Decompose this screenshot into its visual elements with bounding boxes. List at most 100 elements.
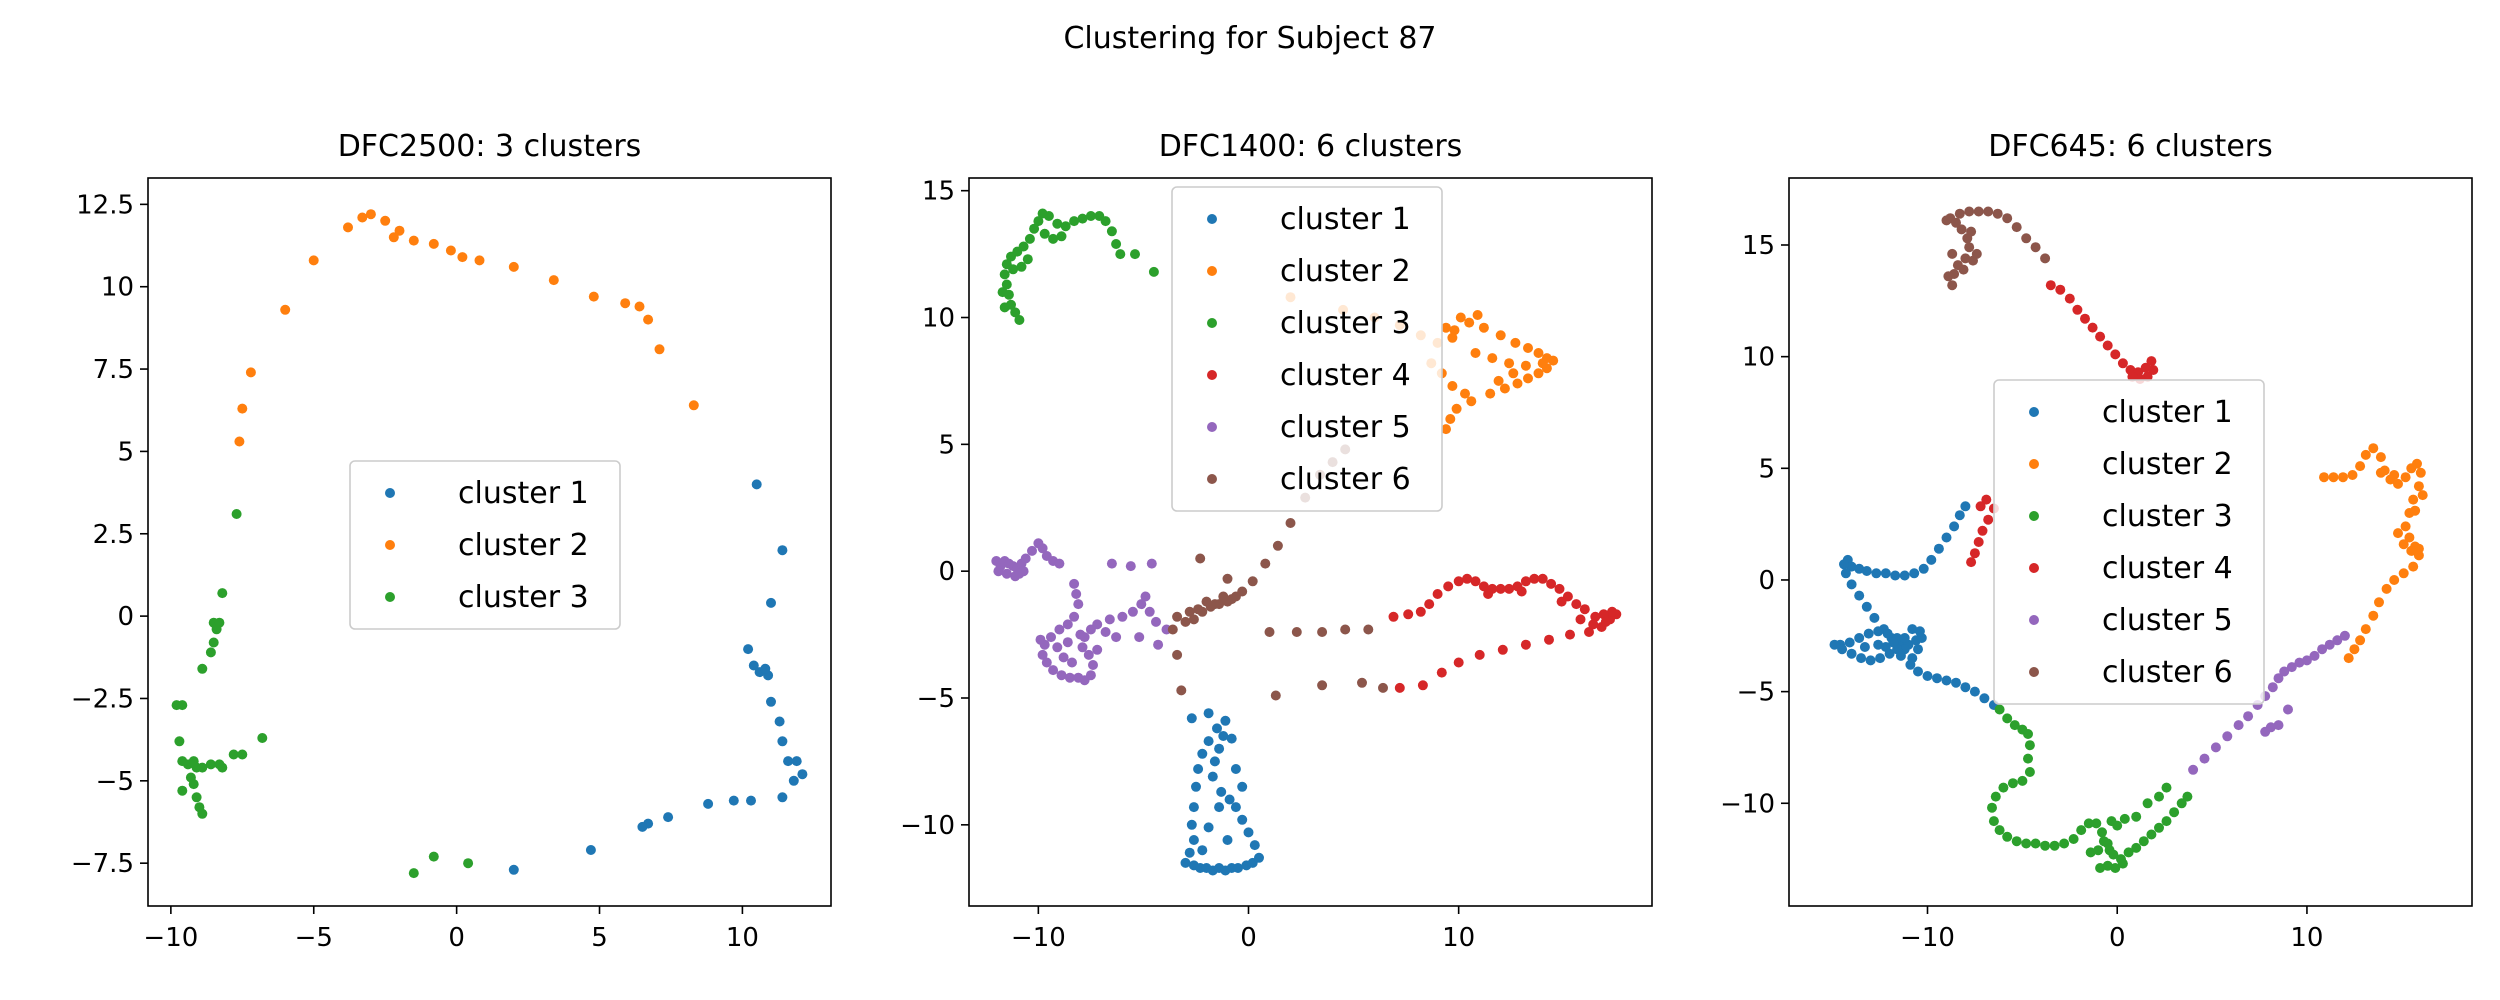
y-tick-label: 5 — [117, 437, 134, 467]
data-point — [1148, 266, 1159, 277]
data-point — [1197, 748, 1208, 759]
data-point — [1100, 216, 1111, 227]
data-point — [2009, 720, 2020, 731]
data-point — [1052, 642, 1063, 653]
data-point — [2117, 858, 2128, 869]
data-point — [777, 736, 788, 747]
data-point — [1230, 764, 1241, 774]
data-point — [1520, 639, 1531, 650]
data-point — [1607, 606, 1618, 617]
legend-marker — [2029, 459, 2039, 469]
y-tick-label: −5 — [96, 767, 134, 797]
data-point — [2199, 753, 2210, 764]
data-point — [2123, 847, 2134, 858]
data-point — [2286, 662, 2297, 673]
data-point — [177, 700, 188, 711]
data-point — [1977, 525, 1988, 536]
data-point — [1317, 627, 1328, 637]
data-point — [1964, 242, 1975, 253]
data-point — [1209, 756, 1220, 767]
data-point — [748, 660, 759, 671]
data-point — [1880, 642, 1891, 652]
y-tick-label: 2.5 — [93, 520, 134, 550]
data-point — [1839, 559, 1849, 570]
data-point — [2273, 720, 2284, 731]
legend-label: cluster 6 — [2102, 655, 2233, 690]
data-point — [1226, 594, 1237, 605]
legend-marker — [1207, 474, 1217, 484]
data-point — [1544, 634, 1554, 645]
legend-label: cluster 1 — [2102, 395, 2233, 430]
y-tick-label: 10 — [922, 304, 955, 334]
data-point — [1035, 634, 1046, 645]
data-point — [2154, 791, 2164, 802]
data-point — [1918, 563, 1929, 574]
data-point — [1014, 568, 1025, 579]
data-point — [1579, 604, 1590, 615]
data-point — [2169, 807, 2180, 818]
data-point — [1981, 494, 1992, 505]
data-points — [1829, 206, 2428, 873]
data-point — [1453, 576, 1464, 587]
data-point — [1067, 657, 1077, 668]
data-point — [2417, 490, 2428, 501]
data-point — [1598, 609, 1609, 620]
y-tick-label: 7.5 — [93, 355, 134, 385]
data-point — [2098, 836, 2109, 847]
data-point — [1483, 589, 1494, 599]
data-point — [2021, 838, 2032, 849]
data-point — [1224, 794, 1235, 805]
data-point — [1167, 624, 1178, 635]
data-point — [1508, 368, 1519, 379]
data-point — [1214, 802, 1225, 813]
data-point — [2119, 813, 2130, 824]
data-point — [1085, 211, 1096, 221]
data-point — [2360, 624, 2371, 635]
data-point — [663, 812, 674, 823]
data-point — [1960, 253, 1971, 264]
data-point — [217, 588, 228, 599]
y-tick-label: 0 — [1758, 566, 1775, 596]
y-tick-label: 10 — [101, 273, 134, 303]
data-point — [1209, 599, 1220, 610]
data-point — [1556, 596, 1567, 607]
data-point — [343, 222, 353, 233]
data-point — [1571, 599, 1582, 610]
data-point — [1188, 614, 1199, 625]
data-point — [1998, 782, 2009, 793]
data-point — [2030, 242, 2041, 253]
data-point — [2233, 720, 2244, 731]
data-point — [2146, 356, 2157, 367]
data-point — [1474, 649, 1485, 660]
data-point — [231, 509, 242, 519]
data-point — [1979, 693, 1990, 704]
data-point — [2140, 362, 2151, 373]
data-point — [2102, 860, 2113, 871]
data-point — [1470, 348, 1481, 358]
axes-frame — [147, 177, 832, 907]
data-point — [2309, 650, 2320, 661]
data-point — [2024, 740, 2035, 751]
data-point — [2021, 233, 2032, 244]
data-point — [1865, 655, 1876, 666]
legend: cluster 1 cluster 2 cluster 3 cluster 4 clus… — [1993, 379, 2265, 705]
data-point — [2400, 472, 2411, 483]
data-point — [1092, 644, 1103, 655]
data-point — [1092, 619, 1103, 630]
figure-suptitle: Clustering for Subject 87 — [1063, 21, 1436, 56]
data-point — [1291, 627, 1302, 637]
data-point — [2161, 782, 2172, 793]
data-point — [1207, 771, 1218, 782]
data-point — [174, 736, 185, 747]
data-point — [205, 647, 216, 658]
data-point — [2059, 838, 2070, 849]
data-point — [1039, 228, 1050, 239]
y-tick-label: −5 — [1737, 678, 1775, 708]
legend-marker — [2029, 511, 2039, 521]
data-point — [2142, 798, 2153, 809]
data-point — [1417, 680, 1428, 691]
data-point — [1907, 624, 1918, 635]
data-point — [2338, 472, 2348, 483]
data-point — [177, 785, 188, 796]
y-tick-label: 5 — [938, 430, 955, 460]
